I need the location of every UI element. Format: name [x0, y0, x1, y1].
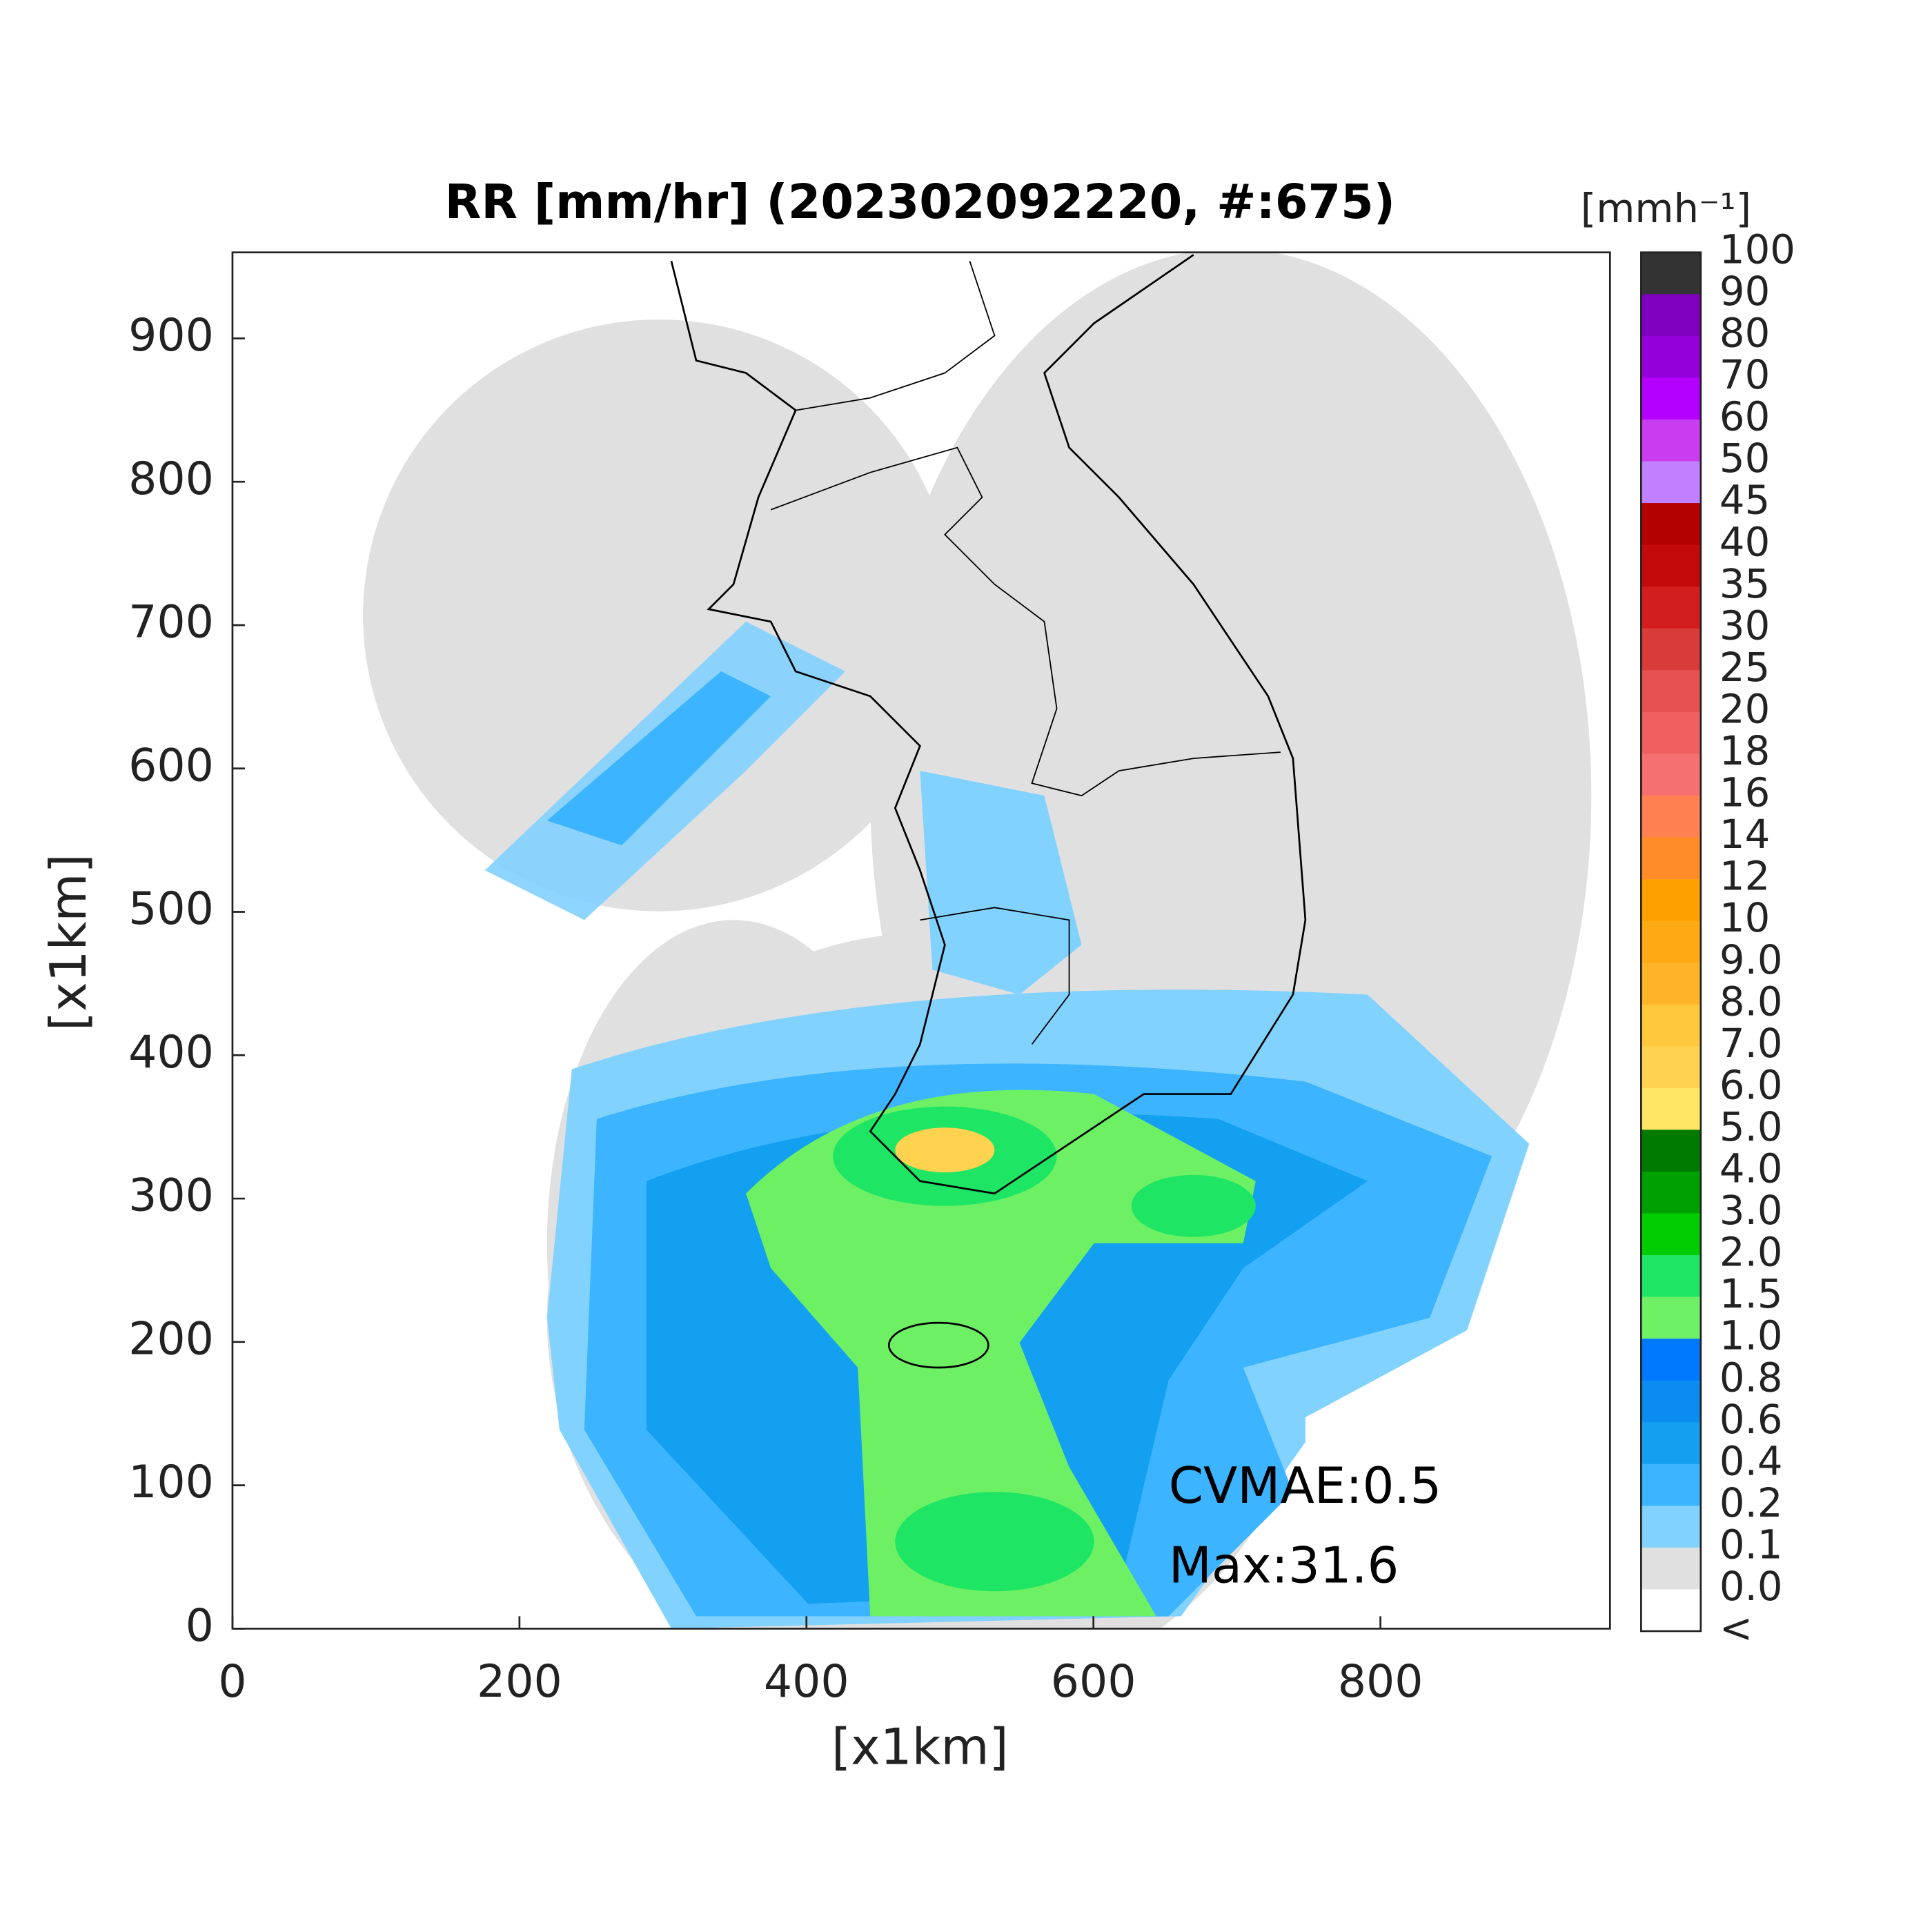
colorbar-label: 3.0: [1719, 1187, 1783, 1234]
colorbar-segment: [1641, 1213, 1701, 1256]
colorbar-label: 14: [1719, 811, 1770, 858]
colorbar-label: 45: [1719, 477, 1770, 524]
colorbar-segment: [1641, 1046, 1701, 1089]
colorbar-label: 90: [1719, 268, 1770, 315]
colorbar-label: 30: [1719, 602, 1770, 649]
y-tick-label: 800: [128, 453, 214, 505]
colorbar-segment: [1641, 1130, 1701, 1172]
colorbar-segment: [1641, 1422, 1701, 1465]
x-tick-label: 0: [218, 1656, 246, 1708]
colorbar-frame: [1640, 251, 1702, 1633]
annotation: Max:31.6: [1169, 1536, 1399, 1594]
x-tick-label: 400: [764, 1656, 849, 1708]
colorbar-label: 50: [1719, 435, 1770, 482]
colorbar-label: 20: [1719, 685, 1770, 732]
y-tick-label: 600: [128, 740, 214, 791]
plot-frame: [231, 251, 1611, 1630]
y-tick-label: 400: [128, 1027, 214, 1078]
colorbar-segment: [1641, 1004, 1701, 1047]
y-tick-label: 900: [128, 310, 214, 362]
colorbar-segment: [1641, 252, 1701, 295]
x-tick-label: 600: [1051, 1656, 1136, 1708]
colorbar-label: 8.0: [1719, 978, 1783, 1025]
x-tick-label: 800: [1338, 1656, 1423, 1708]
colorbar-label: 10: [1719, 894, 1770, 941]
colorbar-segment: [1641, 1380, 1701, 1423]
colorbar-segment: [1641, 1506, 1701, 1548]
colorbar-segment: [1641, 1255, 1701, 1298]
colorbar-segment: [1641, 1171, 1701, 1214]
colorbar-label: 60: [1719, 393, 1770, 440]
x-axis-label: [x1km]: [831, 1717, 1009, 1775]
colorbar-label: 0.1: [1719, 1521, 1783, 1568]
y-tick-label: 100: [128, 1457, 214, 1508]
colorbar-unit: [mmh⁻¹]: [1581, 185, 1751, 232]
colorbar-segment: [1641, 837, 1701, 880]
colorbar-label: 18: [1719, 727, 1770, 774]
colorbar-segment: [1641, 1463, 1701, 1507]
colorbar-label: 0.4: [1719, 1437, 1783, 1484]
colorbar-segment: [1641, 963, 1701, 1005]
colorbar-segment: [1641, 377, 1701, 420]
colorbar-label: 16: [1719, 769, 1770, 816]
colorbar-label: 100: [1719, 226, 1795, 273]
colorbar-label: 35: [1719, 560, 1770, 607]
colorbar-segment: [1641, 711, 1701, 755]
colorbar-segment: [1641, 1547, 1701, 1590]
colorbar-label: 0.0: [1719, 1563, 1783, 1610]
colorbar-segment: [1641, 879, 1701, 922]
colorbar-segment: [1641, 461, 1701, 504]
colorbar-label: 5.0: [1719, 1103, 1783, 1150]
colorbar-segment: [1641, 503, 1701, 546]
colorbar-segment: [1641, 920, 1701, 964]
y-tick-label: 300: [128, 1170, 214, 1222]
colorbar-label: 4.0: [1719, 1145, 1783, 1192]
colorbar-segment: [1641, 1087, 1701, 1131]
colorbar-segment: [1641, 1339, 1701, 1381]
colorbar-label: 9.0: [1719, 936, 1783, 983]
x-tick-label: 200: [477, 1656, 562, 1708]
colorbar-segment: [1641, 544, 1701, 588]
colorbar-segment: [1641, 795, 1701, 838]
radar-map: [363, 252, 1592, 1629]
colorbar-label: 40: [1719, 518, 1770, 565]
colorbar-segment: [1641, 628, 1701, 671]
colorbar-segment: [1641, 1297, 1701, 1340]
colorbar-label: 0.2: [1719, 1479, 1783, 1526]
colorbar-label: 25: [1719, 644, 1770, 691]
colorbar-segment: [1641, 294, 1701, 337]
y-tick-label: 200: [128, 1313, 214, 1365]
colorbar-label: 6.0: [1719, 1061, 1783, 1108]
colorbar-label: 2.0: [1719, 1229, 1783, 1276]
colorbar-label: 1.0: [1719, 1312, 1783, 1359]
colorbar-label: 0.8: [1719, 1354, 1783, 1401]
y-tick-label: 700: [128, 597, 214, 649]
annotation: CVMAE:0.5: [1169, 1457, 1442, 1515]
colorbar-segment: [1641, 419, 1701, 462]
colorbar-label: 7.0: [1719, 1020, 1783, 1067]
colorbar-label: 0.6: [1719, 1396, 1783, 1443]
colorbar-segment: [1641, 753, 1701, 796]
colorbar-label: 70: [1719, 351, 1770, 398]
colorbar-segment: [1641, 670, 1701, 713]
title: RR [mm/hr] (202302092220, #:675): [445, 175, 1395, 230]
colorbar-label: <: [1719, 1605, 1753, 1652]
colorbar-segment: [1641, 335, 1701, 379]
colorbar-label: 12: [1719, 853, 1770, 900]
y-tick-label: 0: [186, 1600, 214, 1652]
y-axis-label: [x1km]: [39, 854, 97, 1031]
colorbar-label: 1.5: [1719, 1270, 1783, 1317]
colorbar-segment: [1641, 586, 1701, 629]
colorbar-label: 80: [1719, 309, 1770, 356]
y-tick-label: 500: [128, 883, 214, 935]
colorbar-segment: [1641, 1589, 1701, 1632]
